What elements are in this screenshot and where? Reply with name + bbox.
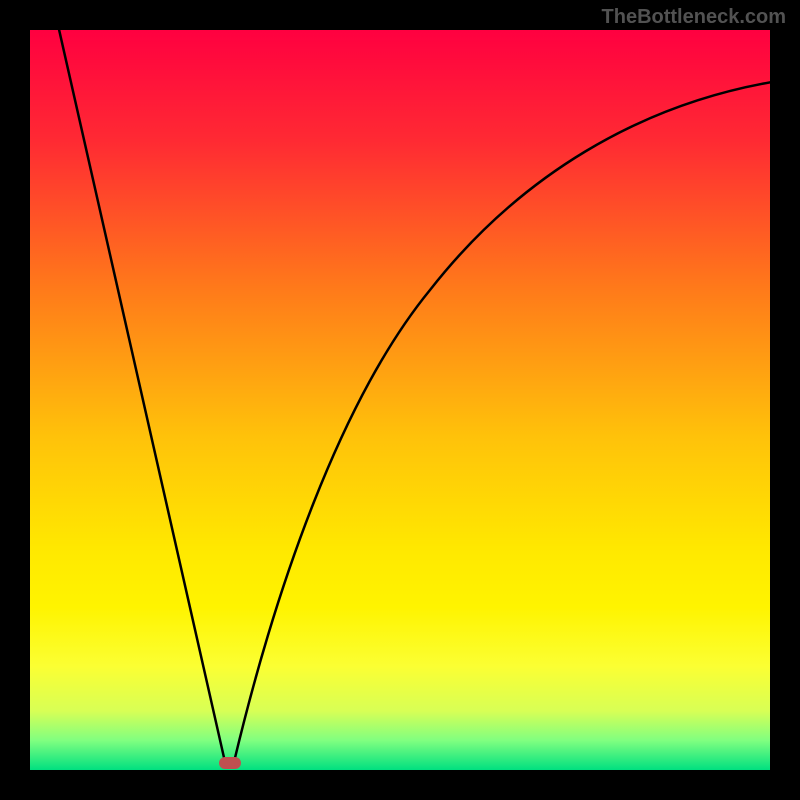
- minimum-marker: [219, 757, 241, 769]
- plot-area: [30, 30, 770, 770]
- curve-right-segment: [234, 82, 770, 762]
- curve-left-segment: [58, 30, 225, 762]
- bottleneck-curve: [30, 30, 770, 770]
- watermark-text: TheBottleneck.com: [602, 6, 786, 29]
